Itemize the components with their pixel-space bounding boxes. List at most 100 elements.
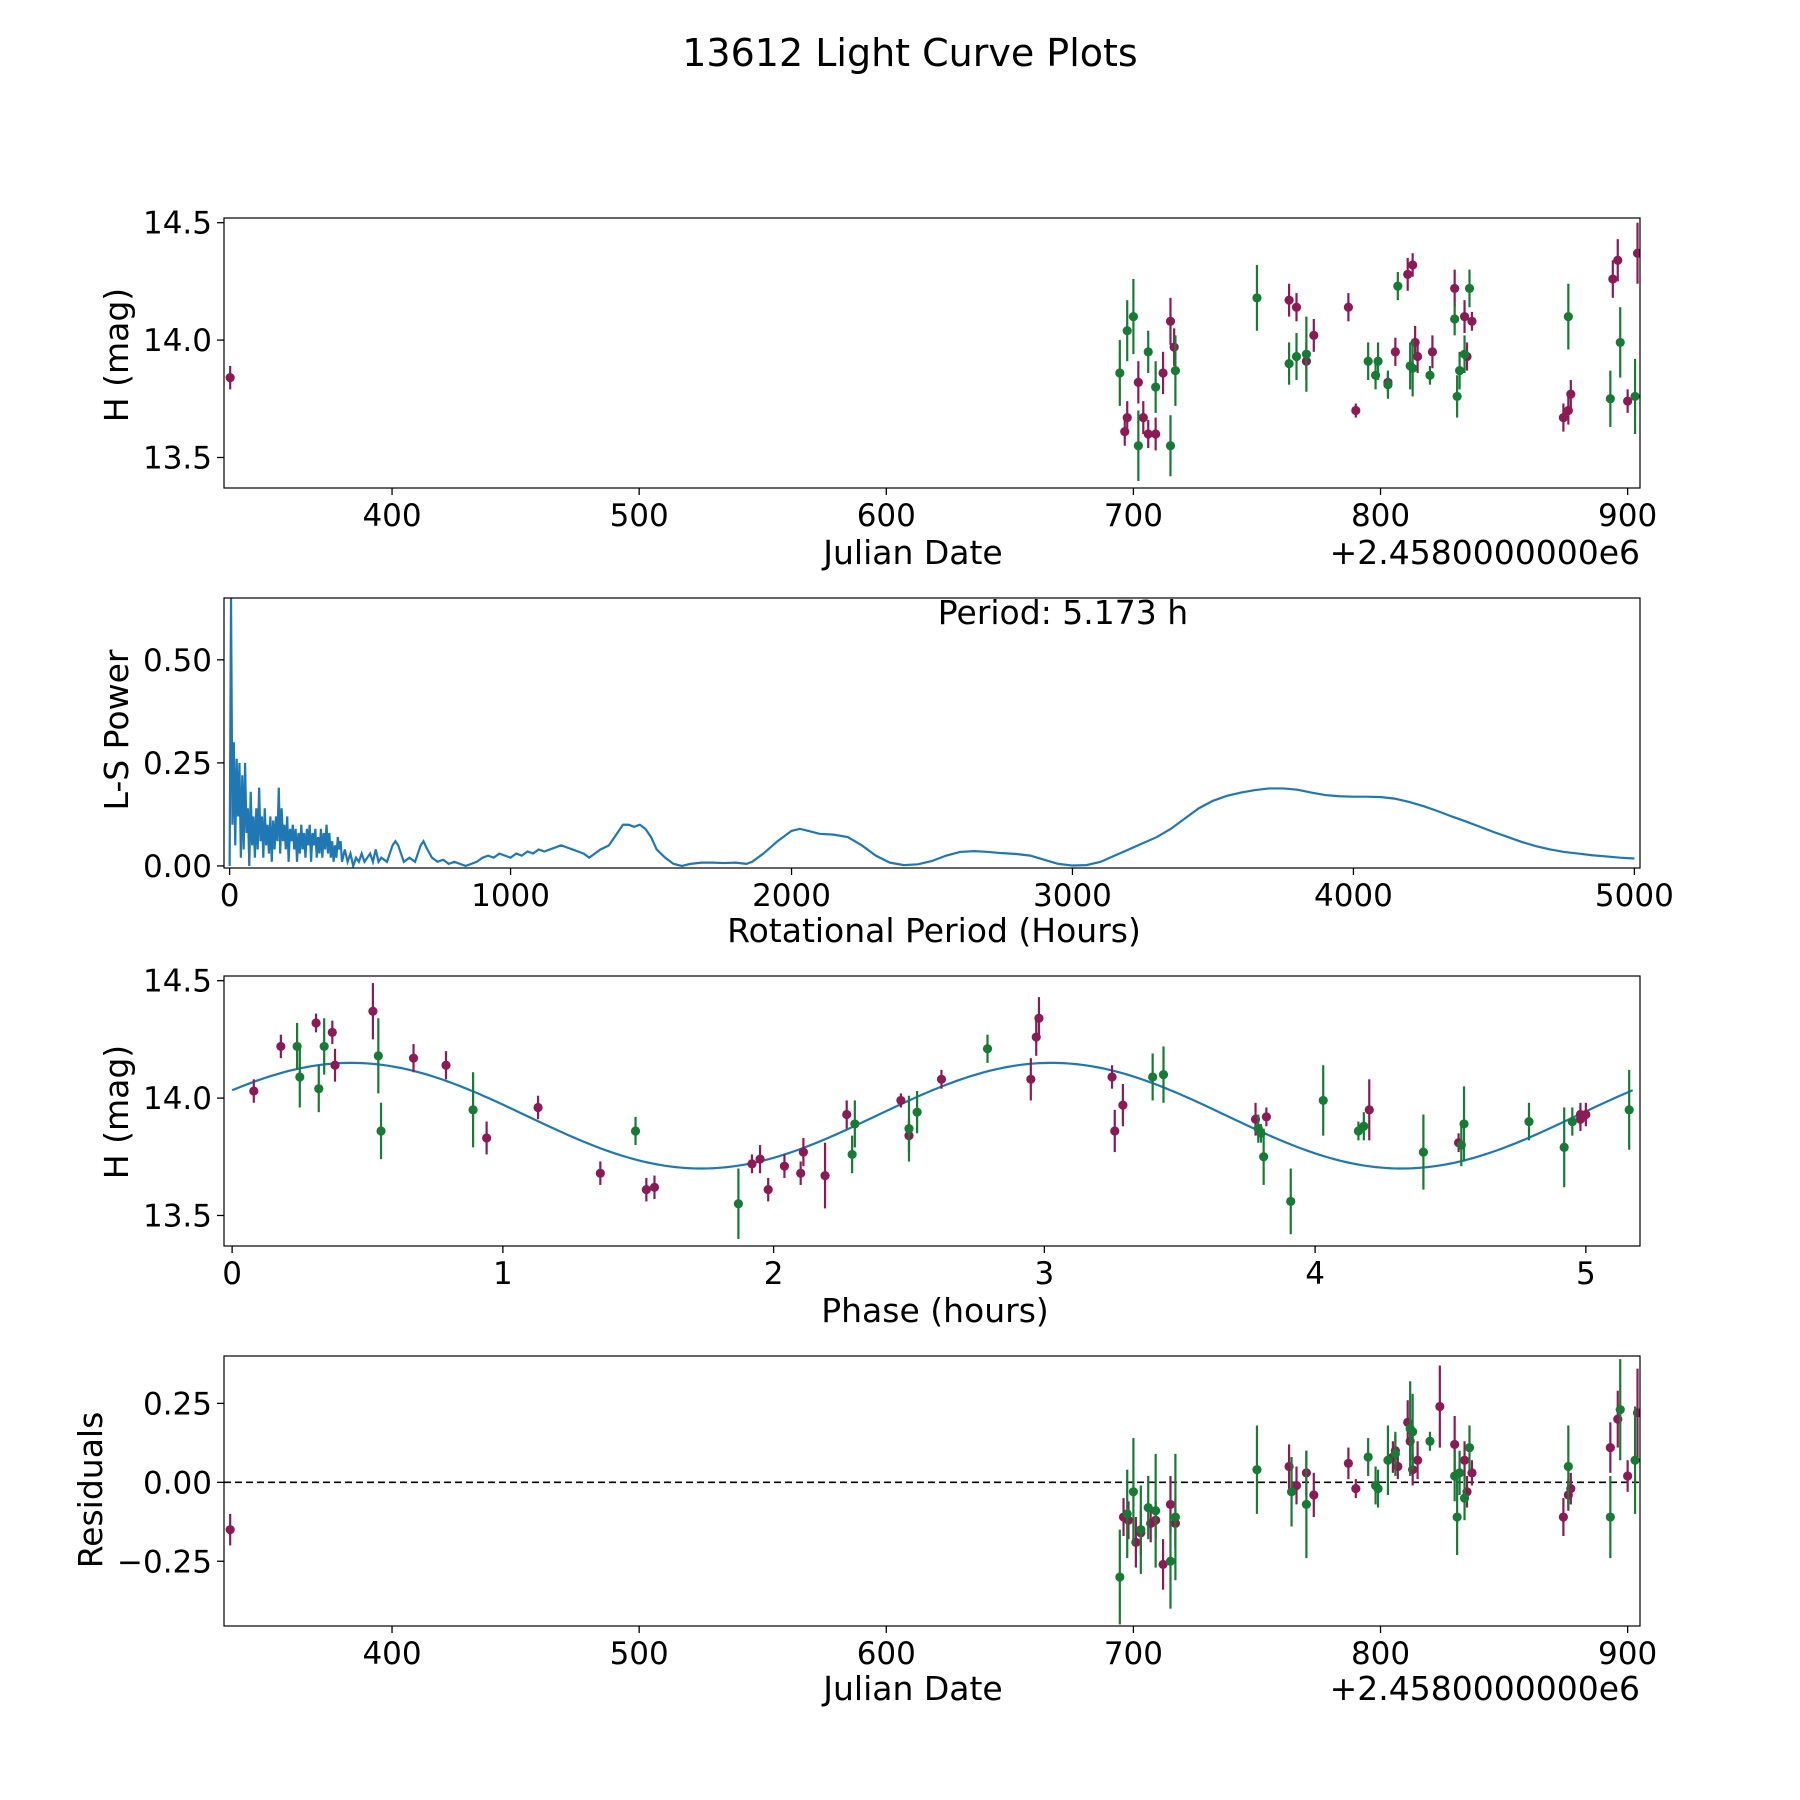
periodogram-xlabel: Rotational Period (Hours) (727, 911, 1141, 950)
phase-xtick-label: 0 (222, 1256, 242, 1292)
phase-frame (223, 975, 1641, 1247)
phase-xlabel: Phase (hours) (821, 1291, 1049, 1330)
phase-point-series-1 (763, 1185, 773, 1195)
phase-point-series-2 (904, 1124, 914, 1134)
lightcurve-xtick-label: 900 (1598, 498, 1657, 534)
phase-point-series-1 (1107, 1072, 1117, 1082)
residuals-xtick-label: 400 (362, 1636, 421, 1672)
lightcurve-ytick-label: 14.0 (143, 323, 212, 359)
residuals-point-series-1 (1459, 1455, 1470, 1465)
residuals-point-series-2 (1128, 1487, 1139, 1497)
residuals-xtick-label: 500 (610, 1636, 669, 1672)
lightcurve-point-series-1 (1566, 389, 1576, 399)
residuals-points (224, 1359, 1640, 1625)
residuals-point-series-2 (1455, 1468, 1465, 1478)
periodogram-xtick-label: 2000 (752, 878, 831, 914)
phase-point-series-2 (1418, 1147, 1429, 1157)
phase-point-series-1 (482, 1133, 492, 1143)
phase-xtick-label: 4 (1305, 1256, 1325, 1292)
residuals-ytick-label: 0.00 (143, 1465, 212, 1501)
residuals-ytick-label: 0.25 (143, 1386, 212, 1422)
lightcurve-point-series-1 (1623, 396, 1633, 406)
lightcurve-point-series-2 (1425, 370, 1435, 380)
lightcurve-point-series-2 (1459, 349, 1470, 359)
residuals-data: 400 500 600 700 800 900 −0.25 0.00 0.25 (117, 1386, 1657, 1672)
lightcurve-point-series-2 (1363, 356, 1373, 366)
lightcurve-frame (223, 217, 1641, 489)
lightcurve-point-series-2 (1291, 351, 1302, 362)
residuals-point-series-2 (1373, 1484, 1383, 1494)
lightcurve-point-series-1 (1408, 260, 1418, 270)
residuals-xtick-label: 800 (1351, 1636, 1410, 1672)
period-annotation: Period: 5.173 h (938, 593, 1188, 632)
phase-ytick-label: 14.5 (143, 964, 212, 1000)
residuals-point-series-2 (1408, 1427, 1418, 1437)
lightcurve-point-series-2 (1122, 326, 1132, 336)
periodogram-xtick-label: 0 (220, 878, 240, 914)
residuals-point-series-2 (1615, 1405, 1625, 1415)
residuals-point-series-1 (1165, 1499, 1176, 1510)
lightcurve-point-series-1 (1450, 283, 1460, 294)
residuals-xtick-label: 900 (1598, 1636, 1657, 1672)
residuals-point-series-2 (1151, 1506, 1161, 1516)
lightcurve-points (225, 222, 1640, 481)
phase-xtick-label: 3 (1034, 1256, 1054, 1292)
residuals-point-series-1 (1291, 1480, 1302, 1491)
phase-point-series-1 (649, 1182, 660, 1192)
phase-ylabel: H (mag) (97, 1045, 136, 1179)
residuals-point-series-2 (1452, 1512, 1462, 1522)
phase-point-series-2 (1158, 1070, 1169, 1080)
residuals-point-series-2 (1165, 1556, 1176, 1566)
lightcurve-data: 400 500 600 700 800 900 13.5 14.0 14.5 (143, 206, 1657, 534)
phase-point-series-2 (373, 1051, 383, 1061)
periodogram-plot (228, 598, 1635, 868)
lightcurve-point-series-2 (1393, 281, 1403, 291)
phase-point-series-1 (820, 1170, 830, 1181)
lightcurve-point-series-1 (1403, 269, 1413, 279)
residuals-frame (223, 1355, 1641, 1627)
phase-point-series-1 (798, 1147, 808, 1157)
lightcurve-point-series-1 (1284, 295, 1294, 305)
residuals-point-series-1 (1605, 1442, 1615, 1453)
phase-point-series-2 (1524, 1116, 1534, 1127)
lightcurve-point-series-1 (1558, 412, 1568, 423)
residuals-offset-label: +2.4580000000e6 (1330, 1669, 1640, 1708)
lightcurve-point-series-1 (1613, 255, 1623, 265)
residuals-point-series-1 (1450, 1439, 1460, 1450)
residuals-point-series-1 (1351, 1484, 1361, 1494)
residuals-xtick-label: 600 (857, 1636, 916, 1672)
lightcurve-point-series-1 (1467, 316, 1477, 326)
periodogram-ylabel: L-S Power (97, 649, 136, 810)
phase-point-series-2 (630, 1126, 641, 1136)
lightcurve-point-series-1 (1632, 248, 1640, 258)
lightcurve-point-series-2 (1301, 349, 1311, 359)
lightcurve-xlabel: Julian Date (821, 533, 1003, 572)
residuals-xtick-label: 700 (1104, 1636, 1163, 1672)
periodogram-ytick-label: 0.25 (143, 746, 212, 782)
periodogram-xtick-label: 5000 (1595, 878, 1674, 914)
residuals-point-series-2 (1143, 1502, 1153, 1513)
phase-point-series-2 (314, 1084, 324, 1094)
residuals-point-series-2 (1425, 1436, 1435, 1446)
residuals-point-series-1 (1435, 1401, 1445, 1412)
phase-point-series-2 (1259, 1152, 1269, 1162)
phase-point-series-2 (1624, 1105, 1634, 1115)
phase-point-series-1 (595, 1168, 605, 1178)
phase-point-series-1 (1581, 1109, 1591, 1120)
residuals-point-series-2 (1464, 1442, 1475, 1453)
phase-point-series-2 (850, 1119, 860, 1129)
residuals-point-series-1 (1412, 1455, 1423, 1465)
phase-point-series-1 (747, 1159, 757, 1169)
lightcurve-point-series-1 (1309, 330, 1319, 340)
residuals-point-series-2 (1563, 1461, 1573, 1472)
phase-point-series-1 (327, 1027, 337, 1037)
phase-point-series-2 (468, 1105, 478, 1115)
lightcurve-point-series-2 (1143, 347, 1153, 357)
residuals-panel: Julian Date Residuals +2.4580000000e6 (71, 1412, 1640, 1708)
lightcurve-point-series-1 (1563, 405, 1573, 416)
lightcurve-xtick-label: 400 (362, 498, 421, 534)
phase-point-series-1 (330, 1060, 340, 1070)
residuals-point-series-2 (1252, 1465, 1262, 1475)
lightcurve-point-series-1 (1143, 429, 1153, 439)
